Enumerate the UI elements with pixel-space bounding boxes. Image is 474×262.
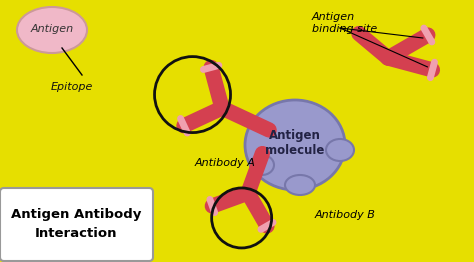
Text: Antigen
binding site: Antigen binding site [312,12,377,34]
Ellipse shape [17,7,87,53]
FancyBboxPatch shape [0,188,153,261]
Text: Antigen
molecule: Antigen molecule [265,129,325,157]
Ellipse shape [250,155,274,175]
Ellipse shape [285,175,315,195]
Ellipse shape [326,139,354,161]
Text: Antibody B: Antibody B [315,210,376,220]
Text: Antigen Antibody
Interaction: Antigen Antibody Interaction [11,208,141,240]
Ellipse shape [245,100,345,190]
Text: Antigen: Antigen [30,24,73,34]
Text: Epitope: Epitope [51,82,93,92]
Text: Antibody A: Antibody A [194,158,255,168]
